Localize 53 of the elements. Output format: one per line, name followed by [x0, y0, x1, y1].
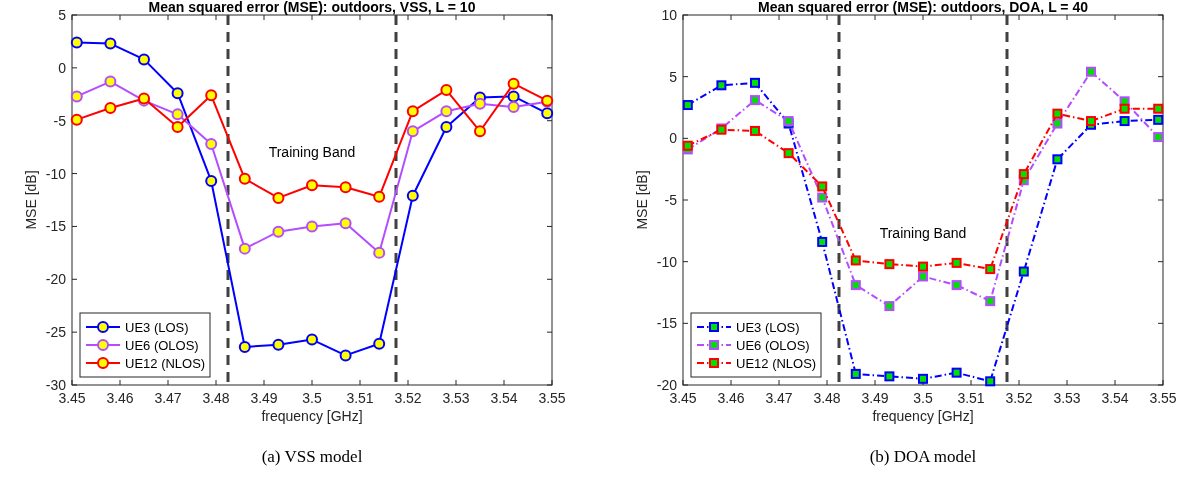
y-axis-title: MSE [dB]: [634, 170, 650, 230]
legend-label: UE3 (LOS): [125, 320, 189, 335]
x-tick-label: 3.55: [538, 390, 566, 406]
text: (a) VSS model: [261, 447, 363, 466]
y-tick-label: -5: [664, 192, 678, 208]
annotation: Training Band: [879, 225, 967, 242]
x-tick-label: 3.49: [250, 390, 278, 406]
x-tick-label: 3.5: [302, 390, 322, 406]
x-tick-label: 3.52: [1005, 390, 1033, 406]
annotation: Training Band: [268, 143, 356, 160]
x-tick-label: 3.49: [861, 390, 889, 406]
x-tick-label: 3.51: [957, 390, 985, 406]
y-tick-label: 0: [669, 130, 678, 147]
x-tick-label: 3.46: [717, 390, 745, 406]
x-tick-label: 3.48: [202, 390, 230, 406]
x-tick-label: 3.45: [669, 390, 697, 406]
y-tick-label: -15: [45, 218, 67, 235]
y-tick-label: -5: [53, 112, 67, 129]
chart-title: Mean squared error (MSE): outdoors, VSS, L = 10: [148, 0, 476, 15]
text: (b) DOA model: [869, 447, 977, 466]
x-tick-label: 3.51: [346, 390, 374, 406]
y-tick-label: -15: [656, 315, 678, 332]
y-tick-label: -20: [45, 271, 67, 288]
x-tick-label: 3.46: [106, 390, 134, 406]
legend-label: UE3 (LOS): [736, 320, 800, 335]
y-tick-label: -20: [656, 377, 678, 393]
x-tick-label: 3.47: [765, 390, 793, 406]
x-tick-label: 3.54: [490, 390, 518, 406]
x-axis-title: frequency [GHz]: [872, 408, 974, 424]
x-tick-label: 3.5: [913, 390, 933, 406]
y-tick-label: 5: [669, 68, 678, 85]
y-tick-label: -10: [656, 253, 678, 270]
legend-label: UE6 (OLOS): [736, 338, 810, 353]
y-axis-title: MSE [dB]: [23, 170, 39, 230]
x-tick-label: 3.48: [813, 390, 841, 406]
x-axis-title: frequency [GHz]: [261, 408, 363, 424]
chart-title: Mean squared error (MSE): outdoors, DOA, L = 40: [758, 0, 1089, 15]
y-tick-label: -10: [45, 165, 67, 182]
y-tick-label: -25: [45, 324, 67, 341]
y-tick-label: 5: [58, 7, 67, 23]
legend-label: UE12 (NLOS): [125, 356, 206, 371]
y-tick-label: -30: [45, 377, 67, 393]
x-tick-label: 3.54: [1101, 390, 1129, 406]
x-tick-label: 3.47: [154, 390, 182, 406]
y-tick-label: 0: [58, 59, 67, 76]
x-tick-label: 3.45: [58, 390, 86, 406]
legend-label: UE12 (NLOS): [736, 356, 817, 371]
x-tick-label: 3.55: [1149, 390, 1177, 406]
legend-label: UE6 (OLOS): [125, 338, 199, 353]
y-tick-label: 10: [661, 7, 678, 23]
x-tick-label: 3.53: [442, 390, 470, 406]
x-tick-label: 3.53: [1053, 390, 1081, 406]
x-tick-label: 3.52: [394, 390, 422, 406]
